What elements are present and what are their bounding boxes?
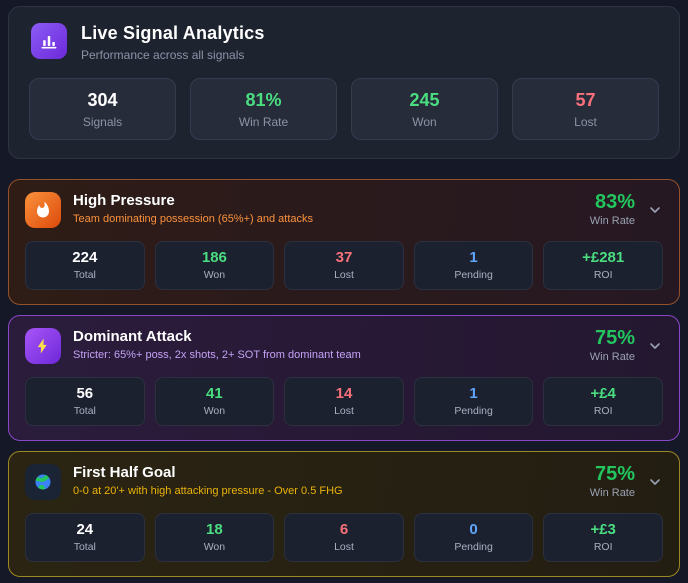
analytics-overview-card: Live Signal Analytics Performance across…: [8, 6, 680, 159]
win-rate-label: Win Rate: [589, 351, 635, 363]
stat-label: Pending: [454, 405, 493, 417]
stat-label: Won: [203, 269, 226, 281]
win-rate-label: Win Rate: [589, 215, 635, 227]
stat-value: 57: [575, 90, 596, 110]
overview-stat-lost: 57 Lost: [512, 78, 659, 140]
stat-label: Signals: [82, 115, 123, 129]
chevron-down-icon[interactable]: [647, 338, 663, 354]
flame-icon: [25, 192, 61, 228]
signal-stats-row: 224 Total 186 Won 37 Lost 1 Pending +£28…: [25, 241, 663, 290]
stat-value: 0: [469, 521, 478, 538]
signal-stats-row: 24 Total 18 Won 6 Lost 0 Pending +£3 ROI: [25, 513, 663, 562]
stat-value: +£281: [582, 249, 625, 266]
bar-chart-icon: [31, 23, 67, 59]
chevron-down-icon[interactable]: [647, 202, 663, 218]
overview-header: Live Signal Analytics Performance across…: [29, 23, 659, 62]
stat-label: Lost: [334, 405, 354, 417]
stat-total: 56 Total: [25, 377, 145, 426]
stat-label: ROI: [593, 405, 613, 417]
stat-value: 37: [335, 249, 353, 266]
stat-label: Pending: [454, 269, 493, 281]
stat-label: Win Rate: [238, 115, 289, 129]
stat-lost: 37 Lost: [284, 241, 404, 290]
signal-header[interactable]: Dominant Attack Stricter: 65%+ poss, 2x …: [25, 328, 663, 364]
stat-value: 18: [206, 521, 223, 538]
stat-roi: +£4 ROI: [543, 377, 663, 426]
stat-label: Won: [203, 541, 226, 553]
stat-total: 24 Total: [25, 513, 145, 562]
stat-label: ROI: [593, 541, 613, 553]
overview-stat-won: 245 Won: [351, 78, 498, 140]
stat-pending: 1 Pending: [413, 377, 534, 426]
stat-label: Lost: [574, 115, 597, 129]
signal-stats-row: 56 Total 41 Won 14 Lost 1 Pending +£4 RO…: [25, 377, 663, 426]
stat-label: Lost: [334, 269, 354, 281]
stat-won: 186 Won: [154, 241, 275, 290]
stat-total: 224 Total: [25, 241, 145, 290]
signal-description: Team dominating possession (65%+) and at…: [73, 213, 313, 225]
signal-title: First Half Goal: [73, 464, 176, 481]
stat-value: 245: [409, 90, 440, 110]
stat-value: 224: [72, 249, 98, 266]
signal-title: High Pressure: [73, 192, 175, 209]
stat-value: 81%: [245, 90, 282, 110]
win-rate-value: 75%: [594, 327, 635, 349]
overview-stats-row: 304 Signals 81% Win Rate 245 Won 57 Lost: [29, 78, 659, 140]
win-rate-value: 83%: [594, 191, 635, 213]
stat-value: 1: [469, 249, 478, 266]
stat-label: Total: [73, 405, 96, 417]
stat-label: Won: [412, 115, 437, 129]
stat-label: Total: [73, 541, 96, 553]
overview-stat-win-rate: 81% Win Rate: [190, 78, 337, 140]
globe-icon: [25, 464, 61, 500]
signal-header[interactable]: First Half Goal 0-0 at 20'+ with high at…: [25, 464, 663, 500]
stat-label: Pending: [454, 541, 493, 553]
stat-value: 304: [87, 90, 118, 110]
stat-value: 41: [206, 385, 223, 402]
stat-won: 18 Won: [154, 513, 275, 562]
page-subtitle: Performance across all signals: [81, 48, 245, 62]
signal-header[interactable]: High Pressure Team dominating possession…: [25, 192, 663, 228]
stat-lost: 6 Lost: [284, 513, 404, 562]
stat-value: 56: [76, 385, 94, 402]
stat-value: 24: [76, 521, 94, 538]
stat-label: Lost: [334, 541, 354, 553]
stat-won: 41 Won: [154, 377, 275, 426]
page-title: Live Signal Analytics: [81, 23, 265, 43]
signal-title: Dominant Attack: [73, 328, 192, 345]
signal-card-first-half-goal: First Half Goal 0-0 at 20'+ with high at…: [8, 451, 680, 577]
stat-pending: 0 Pending: [413, 513, 534, 562]
stat-value: 6: [339, 521, 349, 538]
stat-value: 186: [201, 249, 227, 266]
stat-label: ROI: [593, 269, 613, 281]
stat-pending: 1 Pending: [413, 241, 534, 290]
lightning-bolt-icon: [25, 328, 61, 364]
overview-stat-signals: 304 Signals: [29, 78, 176, 140]
stat-label: Total: [73, 269, 96, 281]
stat-value: 1: [469, 385, 478, 402]
stat-value: +£3: [590, 521, 616, 538]
stat-label: Won: [203, 405, 226, 417]
stat-roi: +£281 ROI: [543, 241, 663, 290]
chevron-down-icon[interactable]: [647, 474, 663, 490]
stat-value: 14: [335, 385, 353, 402]
win-rate-label: Win Rate: [589, 487, 635, 499]
signal-description: Stricter: 65%+ poss, 2x shots, 2+ SOT fr…: [73, 349, 361, 361]
stat-value: +£4: [590, 385, 616, 402]
stat-lost: 14 Lost: [284, 377, 404, 426]
win-rate-value: 75%: [594, 463, 635, 485]
signal-description: 0-0 at 20'+ with high attacking pressure…: [73, 485, 343, 497]
signal-card-high-pressure: High Pressure Team dominating possession…: [8, 179, 680, 305]
stat-roi: +£3 ROI: [543, 513, 663, 562]
signal-card-dominant-attack: Dominant Attack Stricter: 65%+ poss, 2x …: [8, 315, 680, 441]
